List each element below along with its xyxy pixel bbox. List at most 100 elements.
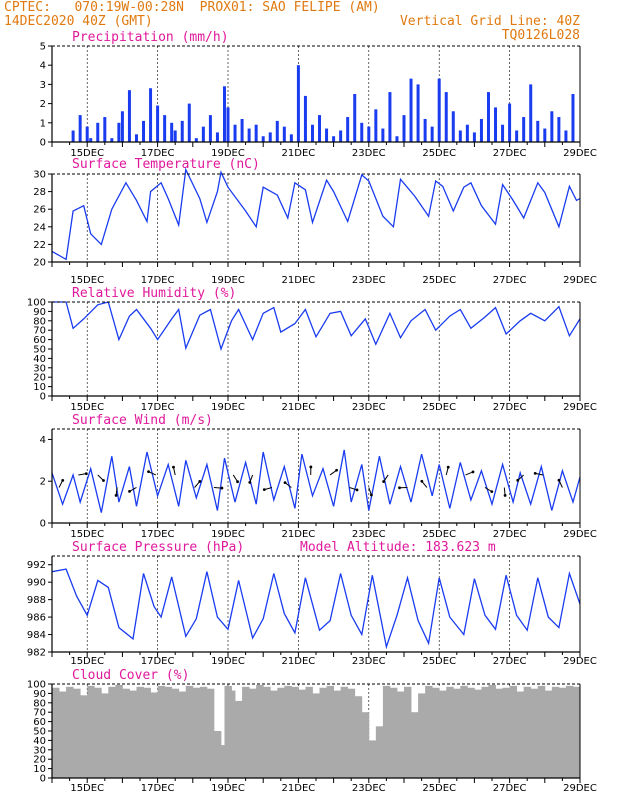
precip-bar [71, 130, 75, 142]
precip-bar [254, 124, 258, 142]
cloud-bar [481, 686, 489, 778]
cloud-bar [488, 684, 496, 778]
wind-arrow-head [420, 479, 424, 483]
temp-xtick-label: 25DEC [422, 275, 456, 286]
precip-bar [360, 122, 364, 142]
cloud-bar [298, 689, 306, 778]
precip-bar [515, 130, 519, 142]
cloud-bar [228, 690, 236, 778]
temp-title: Surface Temperature (nC) [72, 157, 260, 172]
header-grid-line: Vertical Grid Line: 40Z [399, 14, 580, 29]
precip-bar [339, 130, 343, 142]
pressure-line [51, 568, 581, 650]
precip-ytick-label: 2 [40, 99, 46, 110]
precip-bar [187, 103, 191, 142]
wind-arrow-head [446, 465, 450, 469]
wind-title: Surface Wind (m/s) [72, 413, 213, 428]
cloud-bar [312, 693, 320, 778]
cloud-ytick-label: 0 [40, 774, 46, 785]
temp-ytick-label: 28 [33, 187, 46, 198]
precip-bar [318, 115, 322, 142]
cloud-bar [199, 686, 208, 778]
temp-line [51, 167, 581, 261]
temp-ytick-label: 24 [33, 222, 46, 233]
precip-ytick-label: 3 [40, 80, 46, 91]
precip-bar [479, 118, 483, 142]
cloud-bar [235, 700, 243, 778]
pressure-xtick-label: 19DEC [211, 656, 245, 667]
precip-ytick-label: 4 [40, 61, 46, 72]
precip-bar [465, 124, 469, 142]
precip-bar [289, 134, 293, 142]
precip-bar [282, 126, 286, 142]
precip-ytick-label: 0 [40, 138, 46, 149]
wind-arrow-head [198, 480, 202, 483]
cloud-xtick-label: 15DEC [70, 783, 104, 794]
precip-bar [508, 103, 512, 142]
precip-title: Precipitation (mm/h) [72, 30, 229, 45]
precip-bar [134, 134, 138, 142]
precip-bar [444, 92, 448, 142]
pressure-xtick-label: 15DEC [70, 656, 104, 667]
precip-bar [180, 120, 184, 142]
cloud-ytick-label: 90 [33, 689, 46, 700]
wind-arrow-head [309, 465, 313, 469]
precip-bar [564, 130, 568, 142]
wind-arrow-head [516, 478, 520, 482]
cloud-ytick-label: 50 [33, 727, 46, 738]
cloud-ytick-label: 20 [33, 755, 46, 766]
cloud-bar [502, 687, 511, 778]
cloud-bar [333, 690, 342, 778]
wind-xtick-label: 19DEC [211, 529, 245, 540]
precip-bar [222, 86, 226, 142]
cloud-xtick-label: 27DEC [493, 783, 527, 794]
precip-bar [173, 130, 177, 142]
cloud-bar [319, 687, 327, 778]
precip-bar [332, 136, 336, 142]
rh-ytick-label: 50 [33, 345, 46, 356]
wind-xtick-label: 15DEC [70, 529, 104, 540]
cloud-bar [432, 687, 440, 778]
cloud-ytick-label: 60 [33, 717, 46, 728]
cloud-bar [425, 685, 433, 778]
precip-bar [437, 78, 441, 142]
wind-arrow-head [557, 478, 561, 482]
wind-arrow-head [172, 465, 175, 469]
wind-arrow-head [398, 486, 401, 490]
precip-bar [78, 115, 82, 142]
wind-xtick-label: 29DEC [563, 529, 597, 540]
precip-bar [233, 124, 237, 142]
pressure-title: Surface Pressure (hPa) [72, 540, 244, 555]
wind-arrow-head [283, 481, 287, 485]
cloud-title: Cloud Cover (%) [72, 668, 189, 683]
pressure-ytick-label: 984 [27, 630, 46, 641]
cloud-ytick-label: 80 [33, 698, 46, 709]
cloud-bar [340, 686, 349, 778]
cloud-bar [375, 726, 384, 778]
precip-bar [501, 124, 505, 142]
rh-xtick-label: 19DEC [211, 402, 245, 413]
cloud-bar [291, 686, 299, 778]
precip-bar [120, 111, 124, 142]
wind-arrow-head [370, 493, 373, 497]
wind-ytick-label: 2 [40, 477, 46, 488]
precip-bar [156, 105, 160, 142]
cloud-bar [249, 688, 257, 778]
rh-xtick-label: 27DEC [493, 402, 527, 413]
precip-bar [149, 88, 153, 142]
rh-xtick-label: 17DEC [141, 402, 175, 413]
precip-xtick-label: 23DEC [352, 148, 386, 159]
precip-bar [522, 117, 526, 142]
cloud-bar [284, 685, 292, 778]
cloud-bar [164, 686, 173, 778]
wind-arrow-head [335, 468, 338, 472]
wind-xtick-label: 17DEC [141, 529, 175, 540]
pressure-ytick-label: 982 [27, 648, 46, 659]
cloud-ytick-label: 30 [33, 745, 46, 756]
cloud-bar [516, 691, 525, 778]
cloud-bar [136, 686, 144, 778]
rh-ytick-label: 10 [33, 382, 46, 393]
pressure-xtick-label: 29DEC [563, 656, 597, 667]
precip-bar [423, 118, 427, 142]
wind-arrow-head [220, 486, 224, 490]
